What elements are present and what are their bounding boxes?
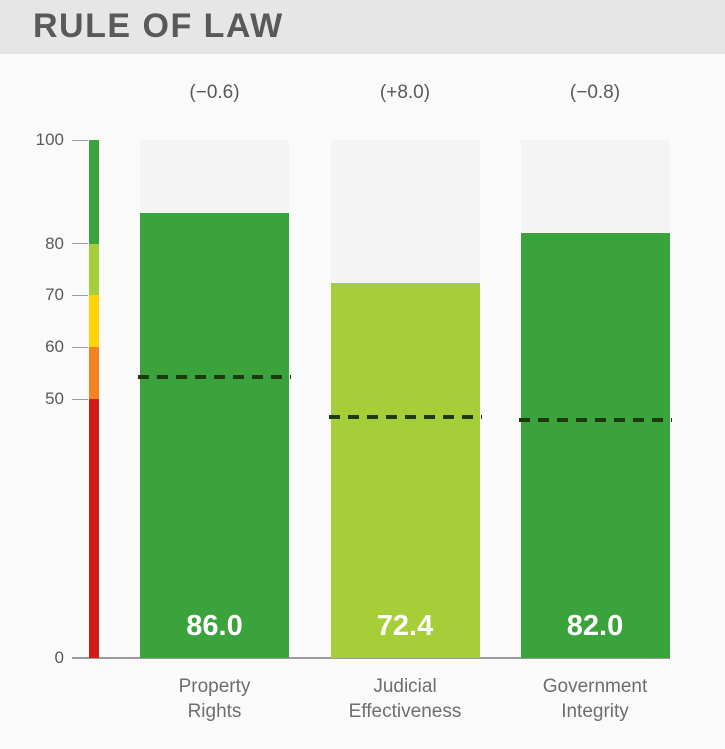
bar-group-property-rights: 86.0 (−0.6) Property Rights: [138, 0, 291, 749]
benchmark-dashed-line: [328, 415, 482, 419]
score-change-label: (−0.6): [189, 82, 240, 103]
category-label-judicial-effectiveness: Judicial Effectiveness: [295, 674, 515, 724]
y-axis-tick-mark: [72, 398, 88, 400]
bar-group-judicial-effectiveness: 72.4 (+8.0) Judicial Effectiveness: [328, 0, 482, 749]
chart-header-banner: RULE OF LAW: [0, 0, 725, 54]
category-label-line: Government: [542, 676, 648, 697]
bar-fill-judicial-effectiveness: [330, 282, 480, 658]
y-axis-tick-mark: [72, 243, 88, 245]
category-label-line: Property: [178, 676, 251, 697]
y-axis-tick-label: 80: [45, 233, 64, 253]
y-axis-tick-label: 50: [45, 389, 64, 408]
category-label-line: Effectiveness: [348, 701, 462, 722]
bar-fill-government-integrity: [520, 233, 670, 658]
y-axis-tick-mark: [72, 657, 88, 659]
color-scale-segment-0-50: [89, 399, 99, 658]
bar-value-label: 86.0: [186, 610, 243, 642]
bar-group-government-integrity: 82.0 (−0.8) Government Integrity: [518, 0, 672, 749]
color-scale-segment-60-70: [89, 295, 99, 348]
color-scale-segment-50-60: [89, 347, 99, 399]
category-label-government-integrity: Government Integrity: [485, 674, 705, 724]
category-label-line: Judicial: [373, 676, 437, 697]
category-label-line: Integrity: [561, 701, 629, 722]
y-axis-tick-label: 0: [54, 648, 64, 667]
bar-value-label: 82.0: [566, 610, 624, 642]
y-axis-tick-label: 100: [35, 130, 64, 149]
y-axis-tick-mark: [72, 139, 88, 141]
bar-fill-property-rights: [140, 212, 289, 658]
page-title: RULE OF LAW: [33, 7, 284, 45]
benchmark-dashed-line: [518, 418, 672, 422]
category-label-line: Rights: [187, 701, 242, 722]
y-axis-tick-mark: [72, 346, 88, 348]
score-change-label: (−0.8): [569, 82, 621, 103]
y-axis-tick-mark: [72, 294, 88, 296]
x-axis-line: [72, 657, 670, 659]
category-label-property-rights: Property Rights: [105, 674, 325, 724]
bar-value-label: 72.4: [376, 610, 434, 642]
y-axis-tick-label: 70: [45, 285, 64, 305]
score-change-label: (+8.0): [379, 82, 431, 103]
y-axis-tick-label: 60: [45, 337, 64, 357]
benchmark-dashed-line: [138, 375, 291, 379]
color-scale-segment-70-80: [89, 243, 99, 296]
color-scale-segment-80-100: [89, 140, 99, 244]
